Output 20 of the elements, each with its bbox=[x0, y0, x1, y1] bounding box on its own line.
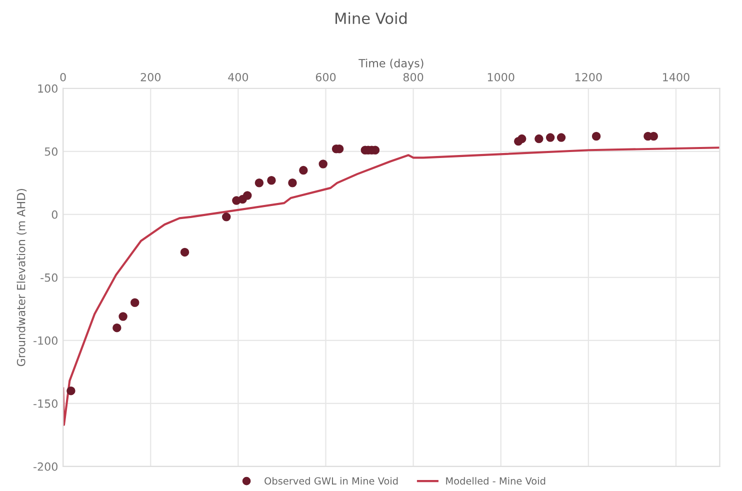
x-axis-title: Time (days) bbox=[358, 58, 424, 70]
x-tick-label: 0 bbox=[60, 72, 66, 82]
y-tick-label: -200 bbox=[34, 462, 58, 471]
x-tick-label: 200 bbox=[140, 72, 160, 82]
y-axis-title: Groundwater Elevation (m AHD) bbox=[16, 189, 27, 366]
y-tick-label: 100 bbox=[38, 84, 58, 93]
y-tick-label: -150 bbox=[34, 399, 58, 408]
y-tick-label: -50 bbox=[40, 273, 58, 282]
y-tick-label: 0 bbox=[52, 210, 58, 219]
x-tick-label: 800 bbox=[403, 72, 424, 82]
legend-label: Observed GWL in Mine Void bbox=[264, 477, 398, 485]
y-tick-label: 50 bbox=[44, 147, 58, 156]
y-tick-label: -100 bbox=[34, 336, 58, 345]
legend-label: Modelled - Mine Void bbox=[446, 477, 546, 485]
x-tick-label: 600 bbox=[316, 72, 336, 82]
x-tick-label: 1000 bbox=[488, 72, 514, 82]
x-tick-label: 1400 bbox=[663, 72, 690, 82]
x-tick-label: 1200 bbox=[575, 72, 602, 82]
x-tick-label: 400 bbox=[228, 72, 248, 82]
chart-title: Mine Void bbox=[336, 12, 407, 24]
